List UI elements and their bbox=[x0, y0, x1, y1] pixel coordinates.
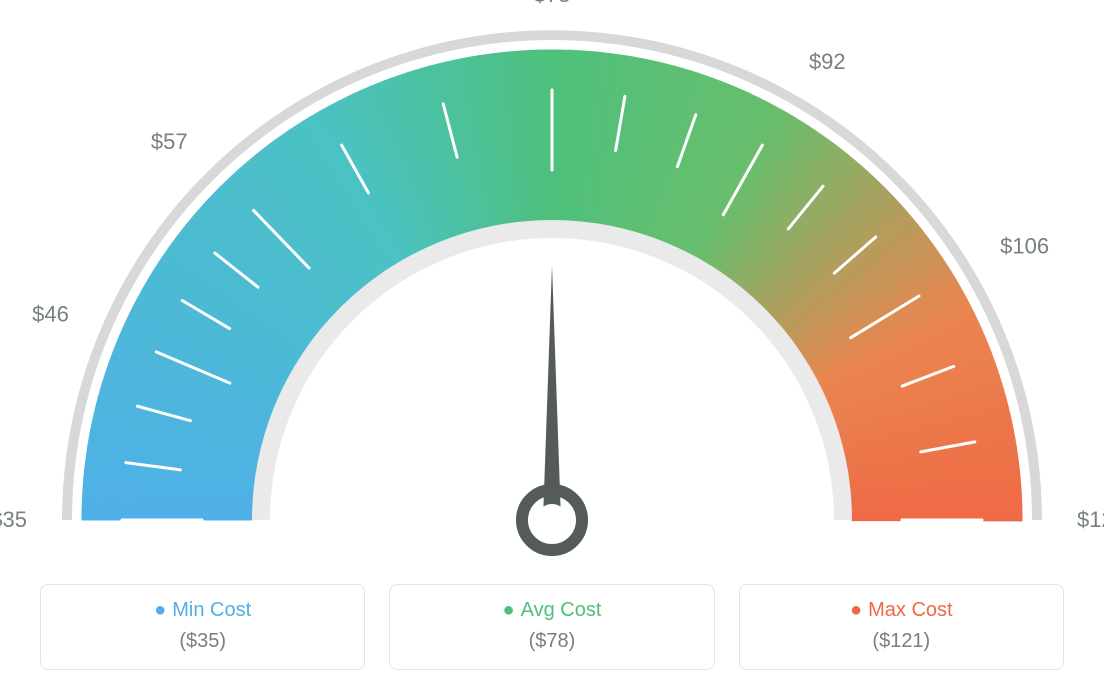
gauge-hub-hole bbox=[536, 504, 568, 536]
gauge-needle bbox=[543, 265, 561, 520]
legend-title: ● Avg Cost bbox=[390, 599, 713, 622]
legend-bullet-icon: ● bbox=[850, 599, 862, 621]
legend-bullet-icon: ● bbox=[154, 599, 166, 621]
legend-card-max: ● Max Cost ($121) bbox=[739, 584, 1064, 670]
gauge-tick-label: $46 bbox=[32, 302, 69, 327]
legend-card-min: ● Min Cost ($35) bbox=[40, 584, 365, 670]
gauge-tick-label: $92 bbox=[809, 49, 846, 74]
gauge-area: $35 $46 $57 $78 $92 $106 $121 bbox=[0, 0, 1104, 560]
legend-value: ($35) bbox=[41, 630, 364, 653]
legend-label: Avg Cost bbox=[521, 599, 602, 622]
legend-title: ● Max Cost bbox=[740, 599, 1063, 622]
legend-label: Max Cost bbox=[868, 599, 952, 622]
gauge-tick-label: $121 bbox=[1077, 507, 1104, 532]
gauge-tick-label: $35 bbox=[0, 507, 27, 532]
legend-label: Min Cost bbox=[172, 599, 251, 622]
gauge-tick-label: $106 bbox=[1000, 234, 1049, 259]
gauge-svg: $35 $46 $57 $78 $92 $106 $121 bbox=[0, 0, 1104, 560]
cost-gauge-chart: $35 $46 $57 $78 $92 $106 $121 ● Min Cost ($35) ● A… bbox=[0, 0, 1104, 690]
legend-title: ● Min Cost bbox=[41, 599, 364, 622]
gauge-tick-label: $78 bbox=[534, 0, 571, 7]
gauge-tick-label: $57 bbox=[151, 129, 188, 154]
legend-value: ($121) bbox=[740, 630, 1063, 653]
legend-card-avg: ● Avg Cost ($78) bbox=[389, 584, 714, 670]
legend-value: ($78) bbox=[390, 630, 713, 653]
legend-bullet-icon: ● bbox=[503, 599, 515, 621]
legend-row: ● Min Cost ($35) ● Avg Cost ($78) ● Max Cost ($1… bbox=[40, 584, 1064, 670]
